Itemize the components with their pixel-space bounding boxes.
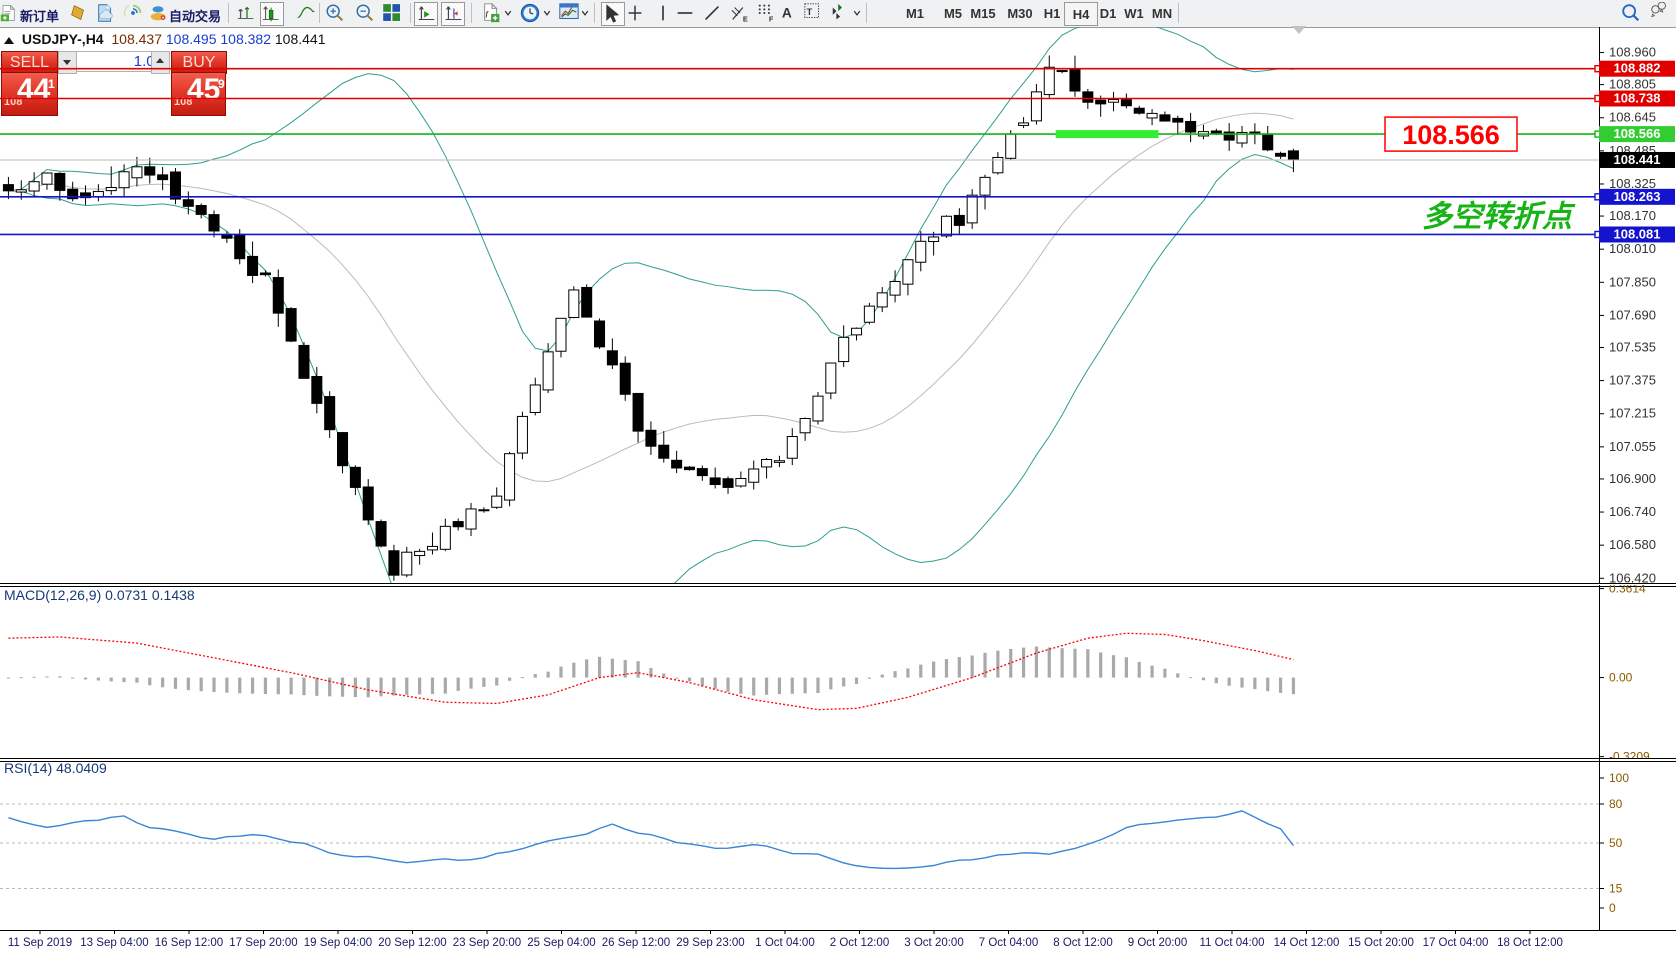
svg-text:-0.3209: -0.3209 [1609,750,1650,758]
svg-text:107.850: 107.850 [1609,274,1656,289]
svg-text:15 Oct 20:00: 15 Oct 20:00 [1348,937,1414,949]
svg-text:9 Oct 20:00: 9 Oct 20:00 [1128,937,1187,949]
svg-text:108.170: 108.170 [1609,208,1656,223]
svg-text:A: A [782,6,792,21]
svg-text:17 Sep 20:00: 17 Sep 20:00 [229,937,297,949]
svg-text:107.375: 107.375 [1609,373,1656,388]
svg-text:0.3614: 0.3614 [1609,585,1646,596]
svg-text:18 Oct 12:00: 18 Oct 12:00 [1497,937,1563,949]
svg-text:7 Oct 04:00: 7 Oct 04:00 [979,937,1038,949]
svg-text:108.805: 108.805 [1609,77,1656,92]
svg-text:108.882: 108.882 [1614,61,1661,76]
svg-text:108.566: 108.566 [1402,120,1500,150]
svg-text:29 Sep 23:00: 29 Sep 23:00 [676,937,744,949]
svg-text:17 Oct 04:00: 17 Oct 04:00 [1423,937,1489,949]
svg-text:107.535: 107.535 [1609,340,1656,355]
svg-text:108.645: 108.645 [1609,110,1656,125]
svg-text:108.738: 108.738 [1614,90,1661,105]
svg-text:2 Oct 12:00: 2 Oct 12:00 [830,937,889,949]
svg-text:108.566: 108.566 [1614,126,1661,141]
svg-text:11 Sep 2019: 11 Sep 2019 [8,937,72,949]
svg-text:0: 0 [1609,901,1616,915]
svg-text:50: 50 [1609,836,1623,850]
svg-text:107.055: 107.055 [1609,439,1656,454]
svg-text:108.010: 108.010 [1609,241,1656,256]
svg-text:108.441: 108.441 [1614,152,1661,167]
svg-text:8 Oct 12:00: 8 Oct 12:00 [1053,937,1112,949]
svg-text:108.081: 108.081 [1614,226,1661,241]
svg-text:13 Sep 04:00: 13 Sep 04:00 [80,937,148,949]
svg-text:106.580: 106.580 [1609,537,1656,552]
svg-text:25 Sep 04:00: 25 Sep 04:00 [527,937,595,949]
svg-text:106.740: 106.740 [1609,504,1656,519]
svg-text:多空转折点: 多空转折点 [1422,200,1576,233]
svg-text:15: 15 [1609,882,1623,896]
svg-text:T: T [807,7,813,17]
svg-text:107.690: 107.690 [1609,307,1656,322]
svg-text:3 Oct 20:00: 3 Oct 20:00 [904,937,963,949]
svg-text:108.263: 108.263 [1614,189,1661,204]
svg-text:23 Sep 20:00: 23 Sep 20:00 [453,937,521,949]
svg-text:19 Sep 04:00: 19 Sep 04:00 [304,937,372,949]
svg-text:20 Sep 12:00: 20 Sep 12:00 [378,937,446,949]
svg-text:106.900: 106.900 [1609,471,1656,486]
svg-text:108.960: 108.960 [1609,45,1656,60]
svg-text:106.420: 106.420 [1609,570,1656,583]
svg-text:16 Sep 12:00: 16 Sep 12:00 [155,937,223,949]
svg-text:26 Sep 12:00: 26 Sep 12:00 [602,937,670,949]
svg-text:1 Oct 04:00: 1 Oct 04:00 [755,937,814,949]
svg-text:14 Oct 12:00: 14 Oct 12:00 [1274,937,1340,949]
svg-text:11 Oct 04:00: 11 Oct 04:00 [1200,937,1265,949]
svg-text:107.215: 107.215 [1609,406,1656,421]
svg-text:E: E [743,14,748,23]
svg-text:100: 100 [1609,771,1629,785]
svg-text:F: F [769,14,774,23]
svg-text:80: 80 [1609,797,1623,811]
svg-text:0.00: 0.00 [1609,671,1633,685]
